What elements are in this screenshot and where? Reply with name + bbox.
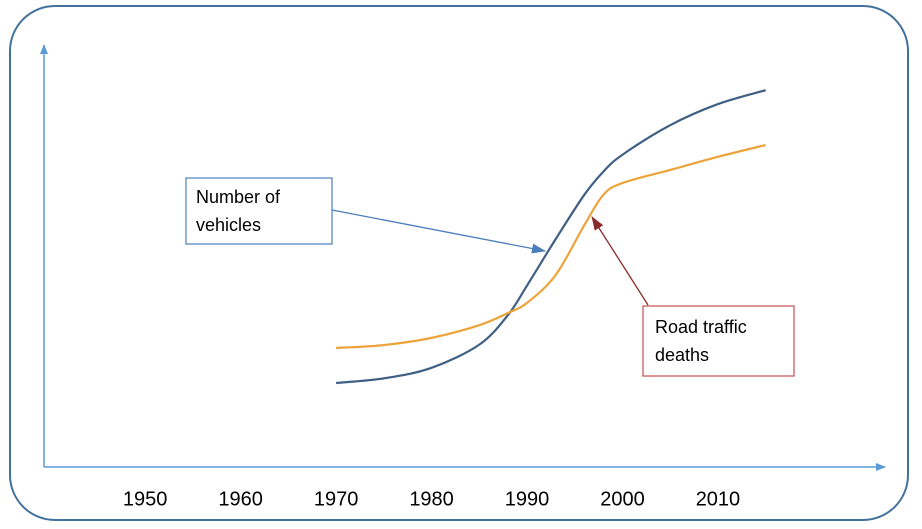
x-tick-label: 1990 xyxy=(505,488,550,510)
plot xyxy=(336,89,766,385)
annotation-text: Road traffic xyxy=(655,317,747,337)
data-line xyxy=(336,89,766,385)
annotation-arrow xyxy=(331,209,546,254)
annotation-arrow xyxy=(591,216,649,306)
annotation-box xyxy=(185,177,333,245)
x-tick-label: 2000 xyxy=(600,488,645,510)
annotation-text: Number of xyxy=(196,187,281,207)
x-tick-label: 2010 xyxy=(696,488,741,510)
x-tick-label: 1980 xyxy=(409,488,454,510)
x-tick-label: 1970 xyxy=(314,488,359,510)
x-tick-label: 1950 xyxy=(123,488,168,510)
frame xyxy=(9,5,909,521)
x-tick-label: 1960 xyxy=(218,488,263,510)
annotation-text: deaths xyxy=(655,345,709,365)
annotation-box xyxy=(642,305,795,377)
annotation-text: vehicles xyxy=(196,215,261,235)
data-line xyxy=(336,143,766,350)
